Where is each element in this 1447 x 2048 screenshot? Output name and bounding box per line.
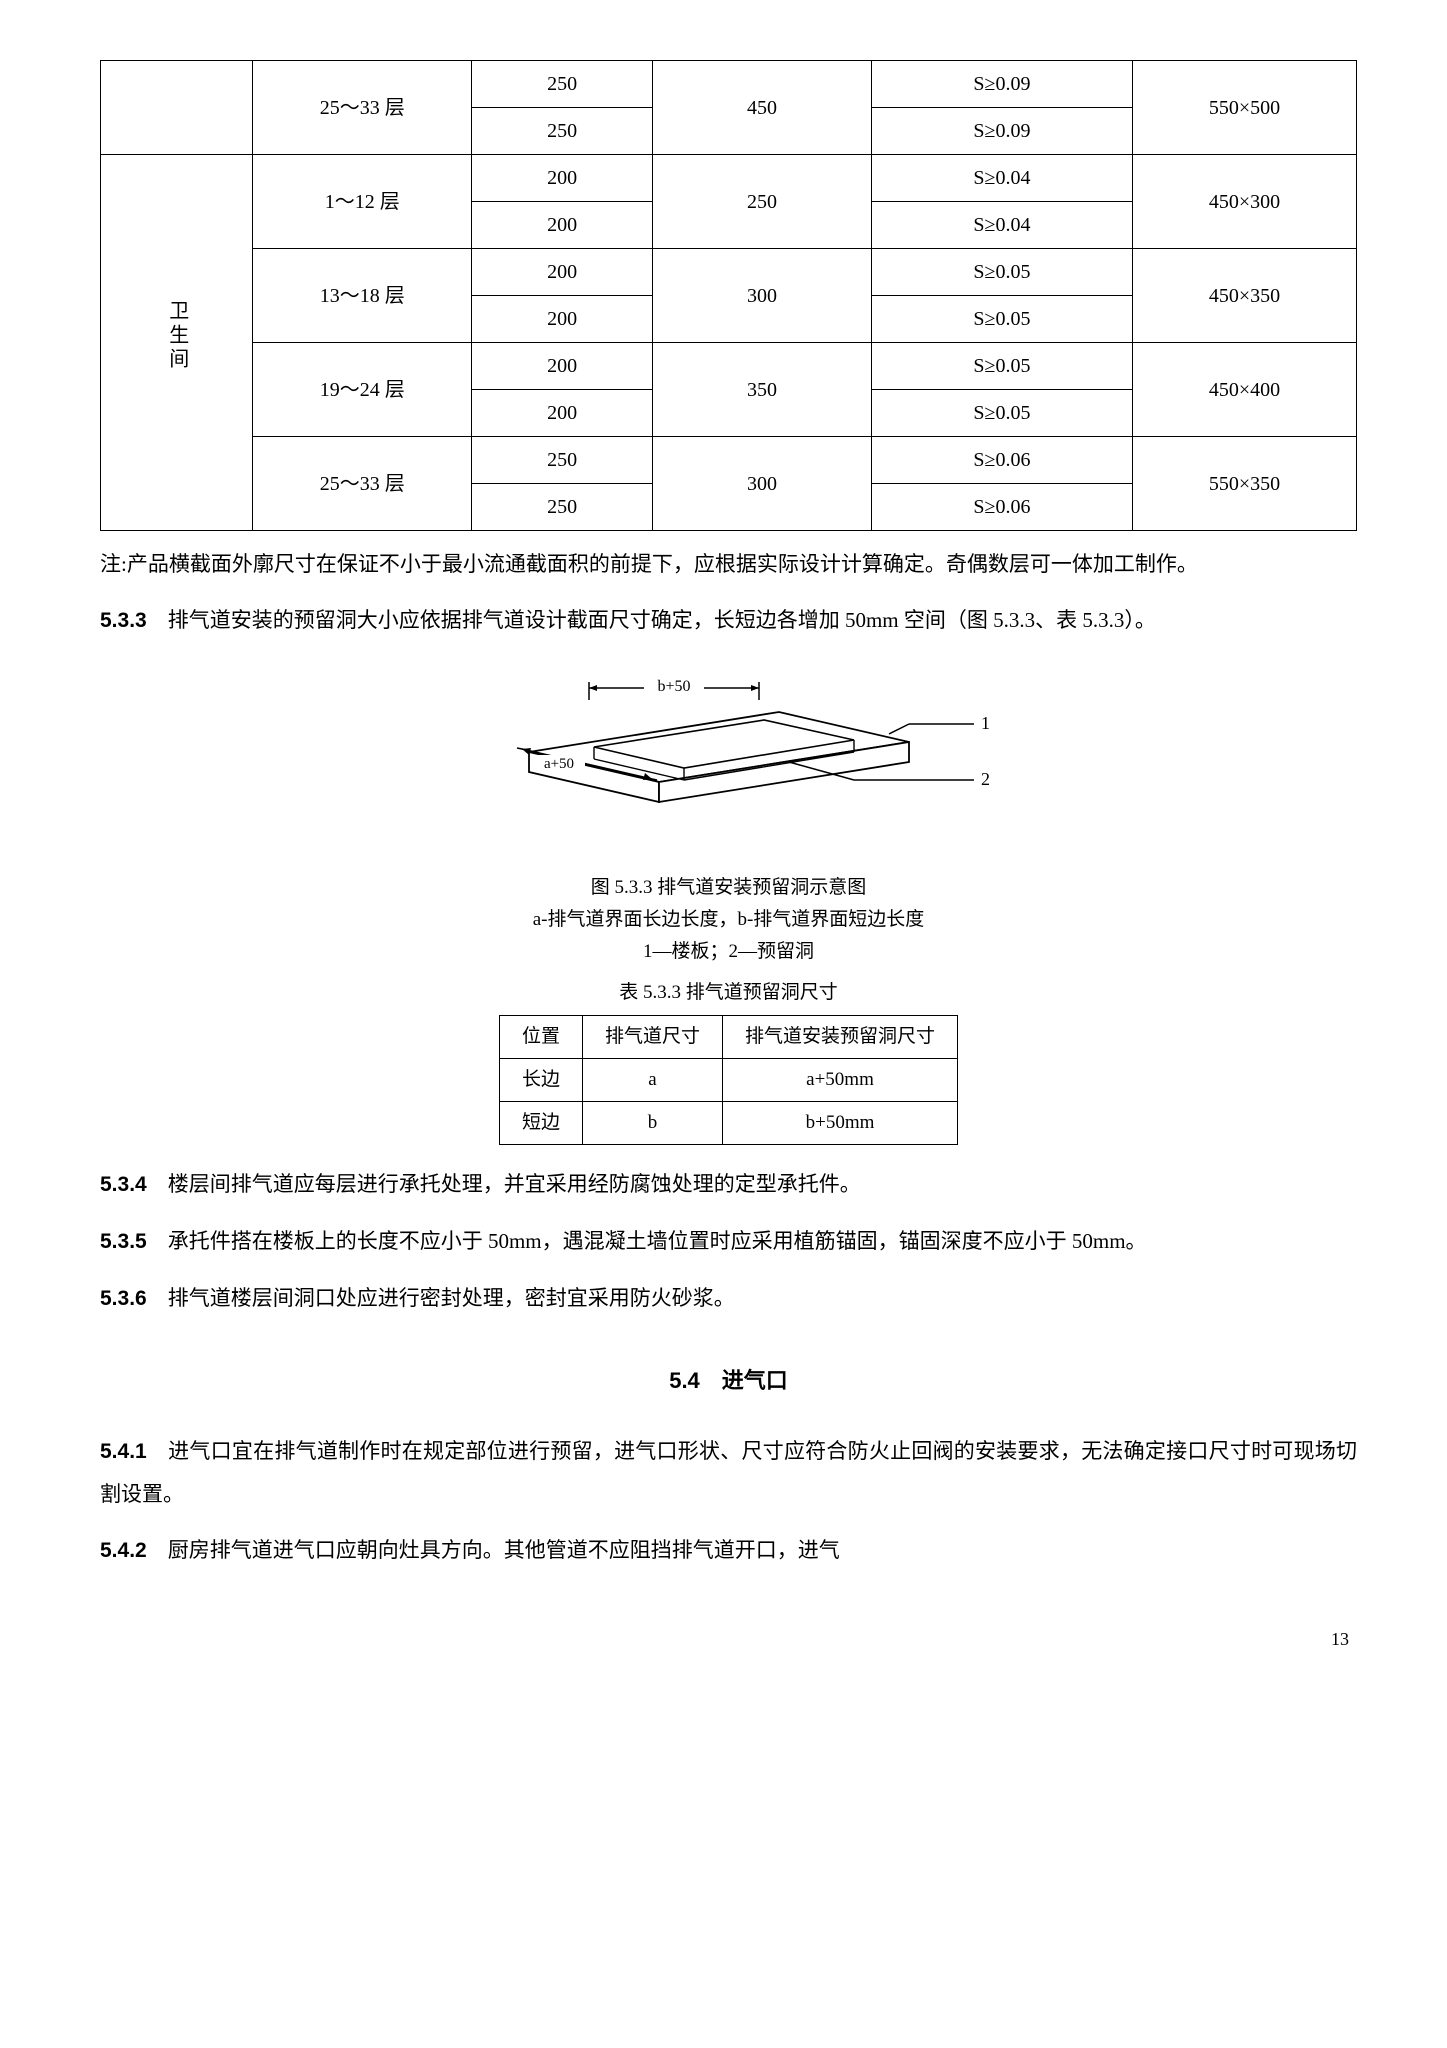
value-cell: 短边 xyxy=(499,1102,582,1145)
figure-5-3-3: b+50 a+50 1 2 图 5.3.3 排气道安装预留洞示意图 xyxy=(100,662,1357,969)
value-cell: 200 xyxy=(472,155,653,202)
value-cell: S≥0.04 xyxy=(871,202,1132,249)
dimensions-table: 25～33 层250450S≥0.09550×500250S≥0.09卫生间1～… xyxy=(100,60,1357,531)
floors-cell: 19～24 层 xyxy=(253,343,472,437)
para-5-4-1: 5.4.1 进气口宜在排气道制作时在规定部位进行预留，进气口形状、尺寸应符合防火… xyxy=(100,1430,1357,1515)
value-cell: S≥0.06 xyxy=(871,437,1132,484)
page-number: 13 xyxy=(100,1622,1357,1656)
value-cell: S≥0.09 xyxy=(871,108,1132,155)
value-cell: 200 xyxy=(472,202,653,249)
reserved-hole-diagram: b+50 a+50 1 2 xyxy=(469,662,989,852)
value-cell: S≥0.05 xyxy=(871,390,1132,437)
value-cell: 200 xyxy=(472,343,653,390)
value-cell: 350 xyxy=(653,343,872,437)
para-5-3-5: 5.3.5 承托件搭在楼板上的长度不应小于 50mm，遇混凝土墙位置时应采用植筋… xyxy=(100,1220,1357,1263)
para-5-4-2: 5.4.2 厨房排气道进气口应朝向灶具方向。其他管道不应阻挡排气道开口，进气 xyxy=(100,1529,1357,1572)
value-cell: a+50mm xyxy=(723,1058,958,1101)
value-cell: 250 xyxy=(472,61,653,108)
section-5-4-title: 5.4 进气口 xyxy=(100,1360,1357,1402)
svg-text:b+50: b+50 xyxy=(657,678,690,695)
table-5-3-3-caption: 表 5.3.3 排气道预留洞尺寸 xyxy=(100,975,1357,1011)
value-cell: a xyxy=(582,1058,722,1101)
floors-cell: 25～33 层 xyxy=(253,437,472,531)
svg-text:2: 2 xyxy=(981,769,989,789)
room-cell: 卫生间 xyxy=(101,155,253,531)
value-cell: S≥0.05 xyxy=(871,249,1132,296)
value-cell: 300 xyxy=(653,249,872,343)
table-note: 注:产品横截面外廓尺寸在保证不小于最小流通截面积的前提下，应根据实际设计计算确定… xyxy=(100,543,1357,585)
value-cell: S≥0.04 xyxy=(871,155,1132,202)
value-cell: S≥0.09 xyxy=(871,61,1132,108)
value-cell: 550×500 xyxy=(1133,61,1357,155)
value-cell: S≥0.05 xyxy=(871,343,1132,390)
value-cell: 200 xyxy=(472,296,653,343)
value-cell: 250 xyxy=(653,155,872,249)
room-cell xyxy=(101,61,253,155)
value-cell: 250 xyxy=(472,437,653,484)
value-cell: 450×350 xyxy=(1133,249,1357,343)
value-cell: 450×300 xyxy=(1133,155,1357,249)
value-cell: 300 xyxy=(653,437,872,531)
value-cell: 250 xyxy=(472,108,653,155)
value-cell: 200 xyxy=(472,249,653,296)
value-cell: 550×350 xyxy=(1133,437,1357,531)
floors-cell: 25～33 层 xyxy=(253,61,472,155)
header-cell: 排气道安装预留洞尺寸 xyxy=(723,1015,958,1058)
para-5-3-6: 5.3.6 排气道楼层间洞口处应进行密封处理，密封宜采用防火砂浆。 xyxy=(100,1277,1357,1320)
para-5-3-4: 5.3.4 楼层间排气道应每层进行承托处理，并宜采用经防腐蚀处理的定型承托件。 xyxy=(100,1163,1357,1206)
value-cell: b xyxy=(582,1102,722,1145)
value-cell: 长边 xyxy=(499,1058,582,1101)
floors-cell: 1～12 层 xyxy=(253,155,472,249)
value-cell: 450×400 xyxy=(1133,343,1357,437)
header-cell: 位置 xyxy=(499,1015,582,1058)
value-cell: 250 xyxy=(472,484,653,531)
para-5-3-3: 5.3.3 排气道安装的预留洞大小应依据排气道设计截面尺寸确定，长短边各增加 5… xyxy=(100,599,1357,642)
value-cell: 200 xyxy=(472,390,653,437)
value-cell: 450 xyxy=(653,61,872,155)
svg-text:1: 1 xyxy=(981,713,989,733)
header-cell: 排气道尺寸 xyxy=(582,1015,722,1058)
table-5-3-3: 位置排气道尺寸排气道安装预留洞尺寸长边aa+50mm 短边bb+50mm xyxy=(499,1015,958,1145)
figure-caption: 图 5.3.3 排气道安装预留洞示意图 a-排气道界面长边长度，b-排气道界面短… xyxy=(100,872,1357,969)
value-cell: S≥0.06 xyxy=(871,484,1132,531)
value-cell: b+50mm xyxy=(723,1102,958,1145)
para-num: 5.3.3 xyxy=(100,609,147,632)
floors-cell: 13～18 层 xyxy=(253,249,472,343)
value-cell: S≥0.05 xyxy=(871,296,1132,343)
svg-text:a+50: a+50 xyxy=(543,756,573,772)
